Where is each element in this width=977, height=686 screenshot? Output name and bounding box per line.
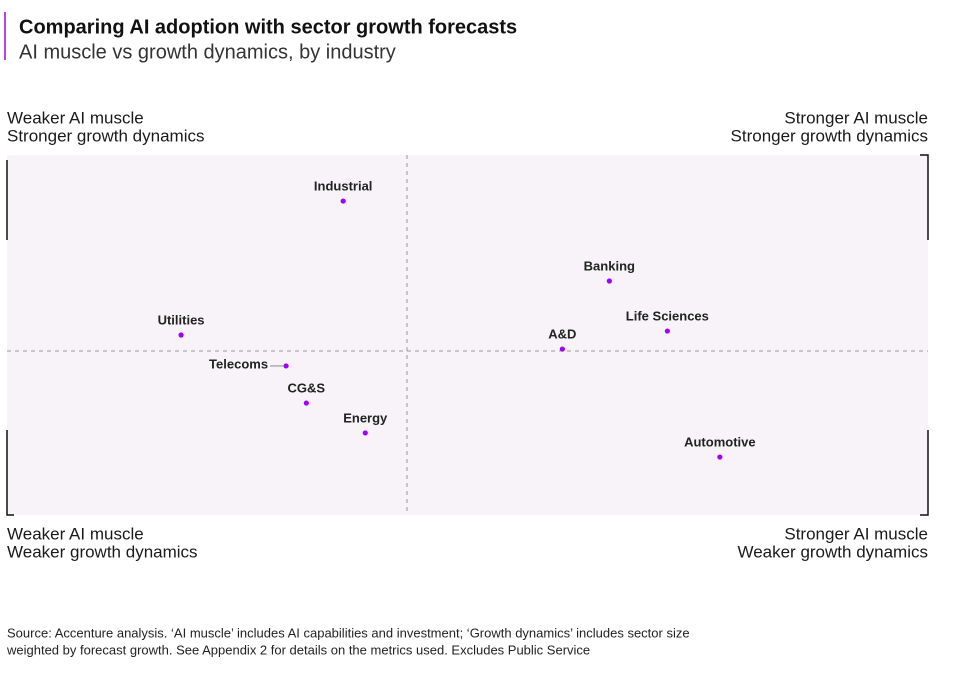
- point: [606, 278, 612, 284]
- point: [717, 454, 723, 460]
- point: [664, 328, 670, 334]
- quadrant-label: Stronger growth dynamics: [731, 126, 928, 145]
- source-note: weighted by forecast growth. See Appendi…: [6, 642, 590, 657]
- point: [559, 346, 565, 352]
- quadrant-label: Weaker growth dynamics: [737, 542, 928, 561]
- point-label: Energy: [343, 410, 388, 425]
- chart-subtitle: AI muscle vs growth dynamics, by industr…: [19, 41, 396, 63]
- chart-title: Comparing AI adoption with sector growth…: [19, 16, 517, 38]
- corner-bracket: [920, 430, 929, 516]
- point-label: Banking: [584, 258, 635, 273]
- quadrant-label: Stronger AI muscle: [784, 524, 928, 543]
- plot-area: [7, 155, 928, 515]
- source-note: Source: Accenture analysis. ‘AI muscle’ …: [7, 625, 690, 640]
- corner-bracket: [6, 430, 14, 516]
- point: [340, 198, 346, 204]
- quadrant-label: Stronger AI muscle: [784, 108, 928, 127]
- quadrant-label: Stronger growth dynamics: [7, 126, 204, 145]
- quadrant-label: Weaker AI muscle: [7, 108, 144, 127]
- quadrant-label: Weaker growth dynamics: [7, 542, 198, 561]
- point-label: Industrial: [314, 179, 373, 194]
- point: [362, 430, 368, 436]
- point-label: Automotive: [684, 434, 756, 449]
- point-label: Telecoms: [209, 356, 268, 371]
- quadrant-label: Weaker AI muscle: [7, 524, 144, 543]
- point-label: A&D: [548, 326, 576, 341]
- corner-bracket: [920, 154, 929, 240]
- point-label: CG&S: [288, 380, 326, 395]
- point: [283, 363, 289, 369]
- point: [303, 400, 309, 406]
- point-label: Life Sciences: [626, 308, 709, 323]
- points: Industrial Banking Life Sciences A&D Utiliti…: [158, 179, 756, 460]
- point: [178, 332, 184, 338]
- point-label: Utilities: [158, 312, 205, 327]
